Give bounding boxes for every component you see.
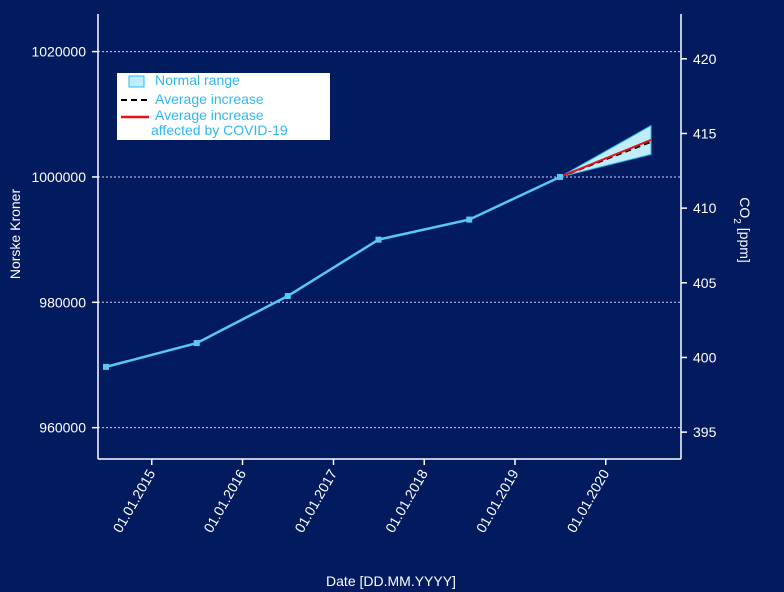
legend-label-avg: Average increase	[155, 91, 264, 107]
data-point	[466, 216, 473, 223]
x-tick-label: 01.01.2017	[291, 466, 340, 535]
left-tick-label: 980000	[39, 294, 86, 310]
right-tick-label: 410	[693, 200, 717, 216]
x-tick-label: 01.01.2019	[473, 466, 522, 535]
right-y-axis-title-subscript: 2	[732, 218, 743, 224]
series-lines	[105, 139, 652, 369]
legend-box	[117, 73, 330, 140]
series-line-avg	[559, 140, 652, 178]
legend-label-covid: Average increase	[155, 107, 264, 123]
left-tick-label: 1020000	[31, 44, 86, 60]
legend-label-covid: affected by COVID-19	[151, 122, 288, 138]
legend-swatch-normal-range	[128, 75, 145, 88]
left-y-axis-title: Norske Kroner	[7, 189, 23, 280]
series-line-covid	[559, 139, 652, 178]
data-point	[284, 293, 291, 300]
right-y-axis-title-main: CO	[737, 197, 753, 218]
right-tick-label: 400	[693, 349, 717, 365]
normal-range-area	[559, 124, 652, 178]
x-tick-label: 01.01.2018	[382, 466, 431, 535]
right-tick-label: 420	[693, 51, 717, 67]
left-tick-label: 960000	[39, 420, 86, 436]
right-tick-label: 395	[693, 424, 717, 440]
axes	[97, 14, 682, 460]
x-tick-label: 01.01.2015	[109, 466, 158, 535]
grid-lines	[98, 51, 681, 429]
right-y-axis-title-unit: [ppm]	[737, 228, 753, 263]
x-axis-title: Date [DD.MM.YYYY]	[326, 573, 456, 589]
x-tick-label: 01.01.2020	[563, 466, 612, 535]
data-point	[103, 363, 109, 370]
right-tick-label: 415	[693, 125, 717, 141]
x-tick-label: 01.01.2016	[200, 466, 249, 535]
right-y-axis-title: CO2 [ppm]	[732, 197, 754, 263]
legend-label-normal_range: Normal range	[155, 72, 240, 88]
data-point	[375, 236, 382, 243]
right-tick-label: 405	[693, 275, 717, 291]
left-tick-label: 1000000	[31, 169, 86, 185]
series-markers	[103, 173, 564, 370]
data-point	[557, 173, 564, 180]
data-point	[193, 340, 200, 347]
normal-range-band	[559, 124, 652, 178]
series-line-main	[105, 175, 561, 369]
